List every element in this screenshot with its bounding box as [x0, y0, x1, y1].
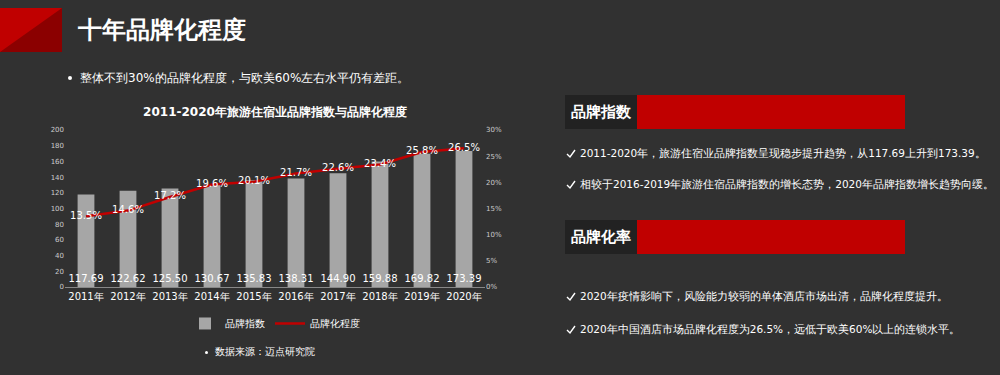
svg-text:5%: 5%: [486, 257, 497, 265]
svg-text:135.83: 135.83: [237, 273, 272, 284]
svg-text:23.4%: 23.4%: [364, 158, 396, 169]
svg-text:17.2%: 17.2%: [154, 190, 186, 201]
svg-text:2017年: 2017年: [320, 291, 355, 302]
svg-text:100: 100: [51, 205, 64, 213]
svg-text:160: 160: [51, 158, 64, 166]
svg-text:80: 80: [55, 221, 64, 229]
svg-text:2015年: 2015年: [236, 291, 271, 302]
html-text:整体不到30%的品牌化程度，与欧美60%左右水平仍有差距。: 整体不到30%的品牌化程度，与欧美60%左右水平仍有差距。: [80, 71, 410, 85]
svg-text:0: 0: [60, 283, 64, 291]
svg-text:22.6%: 22.6%: [322, 162, 354, 173]
html-text:2020年中国酒店市场品牌化程度为26.5%，远低于欧美60: 2020年中国酒店市场品牌化程度为26.5%，远低于欧美60%以上的连锁水平。: [580, 323, 961, 335]
svg-text:25%: 25%: [486, 153, 502, 161]
svg-text:117.69: 117.69: [69, 273, 104, 284]
html-text:数据来源：迈点研究院: 数据来源：迈点研究院: [215, 346, 315, 357]
svg-text:品牌化程度: 品牌化程度: [310, 318, 360, 329]
html-text:品牌指数: 品牌指数: [571, 103, 631, 121]
svg-text:19.6%: 19.6%: [196, 178, 228, 189]
svg-text:26.5%: 26.5%: [448, 142, 480, 153]
svg-text:14.6%: 14.6%: [112, 204, 144, 215]
svg-text:2016年: 2016年: [278, 291, 313, 302]
svg-text:40: 40: [55, 252, 64, 260]
svg-text:品牌指数: 品牌指数: [225, 318, 265, 329]
svg-text:10%: 10%: [486, 231, 502, 239]
svg-text:30%: 30%: [486, 126, 502, 134]
svg-text:2011年: 2011年: [68, 291, 103, 302]
html-text:相较于2016-2019年旅游住宿品牌指数的增长态势，202: 相较于2016-2019年旅游住宿品牌指数的增长态势，2020年品牌指数增长趋势…: [580, 178, 994, 190]
svg-text:120: 120: [51, 189, 64, 197]
svg-text:15%: 15%: [486, 205, 502, 213]
svg-text:21.7%: 21.7%: [280, 167, 312, 178]
svg-text:173.39: 173.39: [447, 273, 482, 284]
svg-text:0%: 0%: [486, 283, 497, 291]
svg-text:2019年: 2019年: [404, 291, 439, 302]
svg-text:25.8%: 25.8%: [406, 145, 438, 156]
html-text:2020年疫情影响下，风险能力较弱的单体酒店市场出清，品牌化: 2020年疫情影响下，风险能力较弱的单体酒店市场出清，品牌化程度提升。: [580, 290, 948, 302]
svg-text:2018年: 2018年: [362, 291, 397, 302]
svg-text:159.88: 159.88: [363, 273, 398, 284]
svg-text:140: 140: [51, 174, 64, 182]
svg-text:200: 200: [51, 126, 64, 134]
svg-text:2014年: 2014年: [194, 291, 229, 302]
svg-text:13.5%: 13.5%: [70, 210, 102, 221]
svg-text:122.62: 122.62: [111, 273, 146, 284]
svg-text:125.50: 125.50: [153, 273, 188, 284]
svg-text:169.82: 169.82: [405, 273, 440, 284]
svg-text:60: 60: [55, 236, 64, 244]
svg-text:144.90: 144.90: [321, 273, 356, 284]
svg-text:138.31: 138.31: [279, 273, 314, 284]
svg-text:2013年: 2013年: [152, 291, 187, 302]
html-text:2011-2020年，旅游住宿业品牌指数呈现稳步提升趋势，从: 2011-2020年，旅游住宿业品牌指数呈现稳步提升趋势，从117.69上升到1…: [580, 147, 986, 159]
svg-text:2012年: 2012年: [110, 291, 145, 302]
html-text:品牌化率: 品牌化率: [571, 228, 631, 246]
html-text:十年品牌化程度: 十年品牌化程度: [78, 16, 246, 44]
svg-text:2020年: 2020年: [446, 291, 481, 302]
svg-text:2011-2020年旅游住宿业品牌指数与品牌化程度: 2011-2020年旅游住宿业品牌指数与品牌化程度: [143, 105, 407, 119]
svg-text:20%: 20%: [486, 179, 502, 187]
svg-text:20: 20: [55, 268, 64, 276]
svg-text:130.67: 130.67: [195, 273, 230, 284]
svg-text:20.1%: 20.1%: [238, 175, 270, 186]
svg-text:180: 180: [51, 142, 64, 150]
